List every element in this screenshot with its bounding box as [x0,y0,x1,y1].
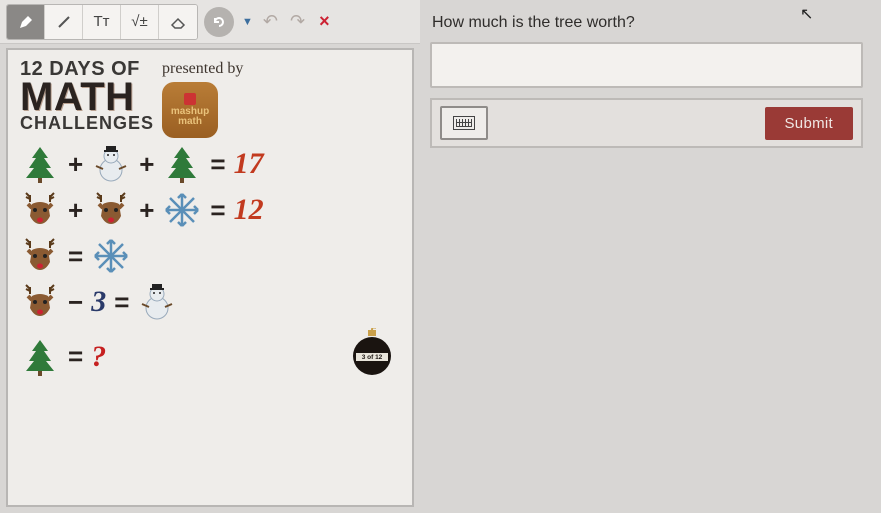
tree-icon [20,337,60,377]
dropdown-caret-icon[interactable]: ▼ [242,16,253,28]
mashup-math-logo: mashup math [162,82,218,138]
left-pane: Tᴛ √± ▼ ↶ ↷ × 12 DAYS OF MATH [0,0,420,513]
equals-op: = [66,341,85,372]
result-17: 17 [234,147,264,181]
question-text: How much is the tree worth? [430,12,863,32]
redo-button[interactable]: ↷ [288,11,307,32]
equations: + + = 17 + + = 12 [20,144,400,385]
reindeer-icon [91,190,131,230]
presented-logo-block: presented by mashup math [162,60,243,138]
equation-4: − 3 = [20,282,400,322]
tool-group: Tᴛ √± [6,4,198,40]
submit-button[interactable]: Submit [765,107,854,140]
line-tool[interactable] [45,5,83,39]
snowman-icon [91,144,131,184]
reindeer-icon [20,282,60,322]
title-block: 12 DAYS OF MATH CHALLENGES [20,60,154,132]
logo-play-icon [184,93,196,105]
answer-input[interactable] [430,42,863,88]
result-12: 12 [234,193,264,227]
keyboard-button[interactable] [440,106,488,140]
minus-op: − [66,287,85,318]
right-pane: How much is the tree worth? Submit [420,0,881,513]
equals-op: = [208,149,227,180]
close-button[interactable]: × [315,11,334,32]
pencil-tool[interactable] [7,5,45,39]
presented-by-label: presented by [162,60,243,78]
tree-icon [20,144,60,184]
reindeer-icon [20,236,60,276]
plus-op: + [66,149,85,180]
snowflake-icon [91,236,131,276]
snowflake-icon [162,190,202,230]
plus-op: + [66,195,85,226]
logo-text2: math [178,117,202,127]
snowman-icon [137,282,177,322]
equation-2: + + = 12 [20,190,400,230]
ornament-badge: 3 of 12 [350,328,394,385]
equation-5: = ? 3 of 12 [20,328,400,385]
math-tool[interactable]: √± [121,5,159,39]
challenge-canvas: 12 DAYS OF MATH CHALLENGES presented by … [6,48,414,507]
app-root: Tᴛ √± ▼ ↶ ↷ × 12 DAYS OF MATH [0,0,881,513]
literal-3: 3 [91,285,106,319]
plus-op: + [137,149,156,180]
reindeer-icon [20,190,60,230]
equals-op: = [112,287,131,318]
keyboard-icon [453,116,475,130]
plus-op: + [137,195,156,226]
undo-button[interactable]: ↶ [261,11,280,32]
submit-row: Submit [430,98,863,148]
equation-1: + + = 17 [20,144,400,184]
toolbar-right: ▼ ↶ ↷ × [204,7,334,37]
tree-icon [162,144,202,184]
title-line3: CHALLENGES [20,115,154,132]
challenge-header: 12 DAYS OF MATH CHALLENGES presented by … [20,60,400,138]
title-line2: MATH [20,79,154,115]
eraser-tool[interactable] [159,5,197,39]
equals-op: = [66,241,85,272]
reload-button[interactable] [204,7,234,37]
equals-op: = [208,195,227,226]
equation-3: = [20,236,400,276]
question-mark: ? [91,340,106,374]
drawing-toolbar: Tᴛ √± ▼ ↶ ↷ × [0,0,420,44]
text-tool[interactable]: Tᴛ [83,5,121,39]
ornament-label: 3 of 12 [362,354,383,361]
